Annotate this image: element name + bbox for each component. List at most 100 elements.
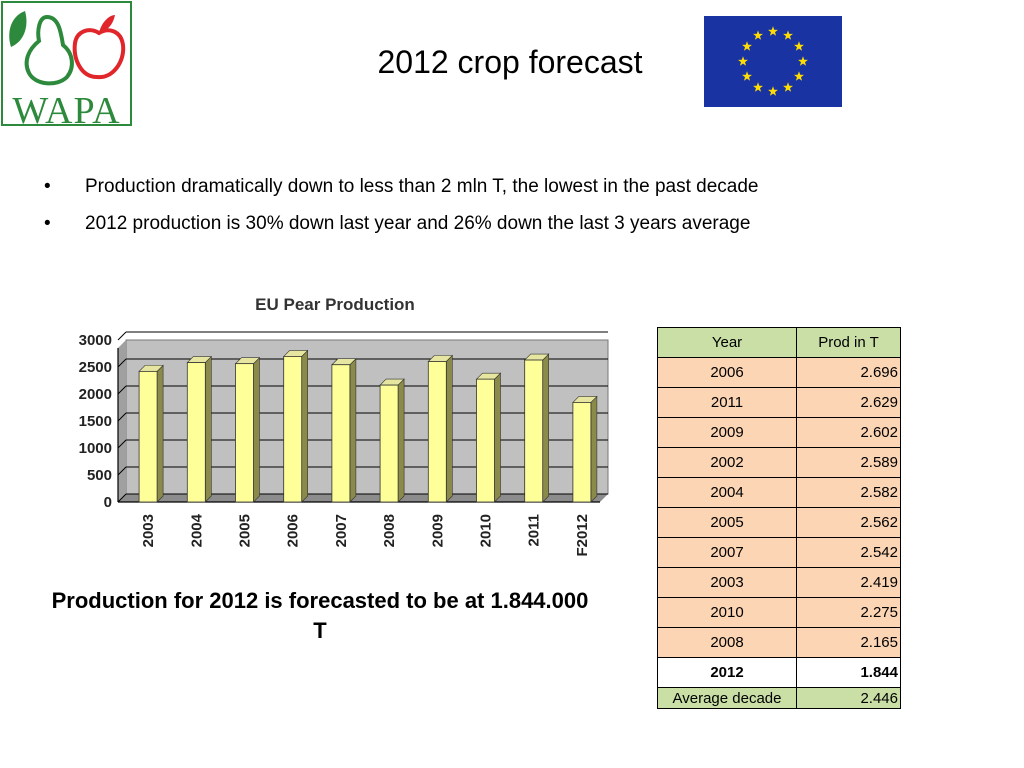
- table-row: 2007 2.542: [657, 537, 901, 568]
- bar-side: [301, 349, 308, 503]
- bar: [283, 356, 303, 503]
- bar: [186, 362, 206, 503]
- table-cell-value: 2.165: [796, 627, 901, 658]
- table-cell-year: Average decade: [657, 687, 797, 709]
- bar: [138, 370, 158, 503]
- table-cell-year: 2007: [657, 537, 797, 568]
- x-tick-label: F2012: [574, 514, 591, 557]
- table-cell-value: 2.696: [796, 357, 901, 388]
- table-cell-value: 2.589: [796, 447, 901, 478]
- y-tick-label: 500: [87, 467, 112, 484]
- table-row: 2005 2.562: [657, 507, 901, 538]
- y-tick-label: 3000: [79, 332, 112, 349]
- x-tick-label: 2005: [237, 514, 254, 547]
- table-cell-value: 2.419: [796, 567, 901, 598]
- bar-side: [205, 355, 212, 503]
- table-cell-year: 2012: [657, 657, 797, 688]
- bar-chart: 0 500 1000 1500 2000 2500 3000 2003 2004 2005 2006…: [79, 331, 609, 557]
- eu-star-icon: [768, 86, 778, 96]
- x-tick-label: 2009: [429, 514, 446, 547]
- bar-side: [156, 364, 164, 503]
- eu-star-icon: [783, 30, 793, 40]
- bar-side: [494, 372, 501, 503]
- eu-star-icon: [738, 56, 748, 66]
- eu-star-icon: [794, 71, 804, 81]
- bar-side: [542, 353, 550, 503]
- table-row: 2003 2.419: [657, 567, 901, 598]
- eu-star-icon: [742, 71, 752, 81]
- eu-star-icon: [783, 82, 793, 92]
- bullet-icon: •: [44, 176, 51, 197]
- x-tick-label: 2011: [526, 514, 543, 547]
- table-cell-year: 2009: [657, 417, 797, 448]
- gridline-side: [117, 412, 127, 422]
- chart-side-wall: [118, 340, 126, 502]
- table-cell-value: 2.446: [796, 687, 901, 709]
- x-tick-label: 2007: [333, 514, 350, 547]
- y-tick-label: 2000: [79, 386, 112, 403]
- bullet-item: • Production dramatically down to less t…: [44, 174, 1004, 211]
- slide-title: 2012 crop forecast: [377, 44, 643, 80]
- x-tick-label: 2004: [188, 513, 205, 547]
- table-row: 2009 2.602: [657, 417, 901, 448]
- table-header-prod: Prod in T: [796, 327, 901, 358]
- table-row: 2002 2.589: [657, 447, 901, 478]
- table-row: 2008 2.165: [657, 627, 901, 658]
- table-row-average: Average decade 2.446: [657, 687, 901, 709]
- eu-star-icon: [768, 26, 778, 36]
- table-cell-year: 2006: [657, 357, 797, 388]
- y-tick-label: 2500: [79, 359, 112, 376]
- forecast-caption: Production for 2012 is forecasted to be …: [51, 588, 589, 643]
- table-row: 2010 2.275: [657, 597, 901, 628]
- eu-flag-icon: [704, 16, 842, 107]
- bullet-item: • 2012 production is 30% down last year …: [44, 211, 1004, 248]
- table-cell-value: 2.275: [796, 597, 901, 628]
- x-tick-label: 2008: [381, 514, 398, 547]
- production-table: Year Prod in T 2006 2.696 2011 2.629 2009 2.6…: [657, 327, 901, 709]
- x-tick-label: 2003: [140, 514, 157, 547]
- gridline-side: [117, 358, 127, 368]
- table-cell-value: 2.629: [796, 387, 901, 418]
- eu-star-icon: [798, 56, 808, 66]
- pear-apple-icon: [9, 11, 126, 86]
- table-row: 2004 2.582: [657, 477, 901, 508]
- gridline-side: [117, 385, 127, 395]
- bar: [331, 364, 351, 503]
- table-cell-year: 2002: [657, 447, 797, 478]
- eu-star-icon: [753, 82, 763, 92]
- bar-side: [445, 354, 453, 503]
- table-cell-value: 2.582: [796, 477, 901, 508]
- table-cell-value: 1.844: [796, 657, 901, 688]
- x-tick-label: 2006: [285, 514, 302, 547]
- table-header-row: Year Prod in T: [657, 327, 901, 358]
- table-row: 2006 2.696: [657, 357, 901, 388]
- bar-side: [253, 356, 260, 503]
- y-tick-label: 0: [104, 494, 112, 511]
- bar: [379, 384, 399, 503]
- wapa-logo: WAPA: [1, 1, 132, 132]
- table-cell-value: 2.602: [796, 417, 901, 448]
- bar-side: [349, 358, 357, 503]
- table-cell-year: 2010: [657, 597, 797, 628]
- x-tick-label: 2010: [478, 514, 495, 547]
- gridline-side: [117, 439, 127, 449]
- eu-star-icon: [753, 30, 763, 40]
- eu-star-icon: [742, 41, 752, 51]
- table-header-year: Year: [657, 327, 797, 358]
- table-cell-year: 2003: [657, 567, 797, 598]
- bullet-text: Production dramatically down to less tha…: [85, 176, 759, 197]
- chart-title: EU Pear Production: [255, 295, 415, 314]
- y-tick-label: 1500: [79, 413, 112, 430]
- bar: [572, 402, 592, 503]
- gridline-side: [117, 331, 127, 341]
- gridline-side: [117, 493, 127, 503]
- table-cell-value: 2.562: [796, 507, 901, 538]
- table-cell-year: 2004: [657, 477, 797, 508]
- table-cell-value: 2.542: [796, 537, 901, 568]
- table-row-2012: 2012 1.844: [657, 657, 901, 688]
- table-cell-year: 2011: [657, 387, 797, 418]
- bullet-icon: •: [44, 213, 51, 234]
- logo-text: WAPA: [12, 90, 121, 132]
- bar: [427, 361, 447, 503]
- table-cell-year: 2008: [657, 627, 797, 658]
